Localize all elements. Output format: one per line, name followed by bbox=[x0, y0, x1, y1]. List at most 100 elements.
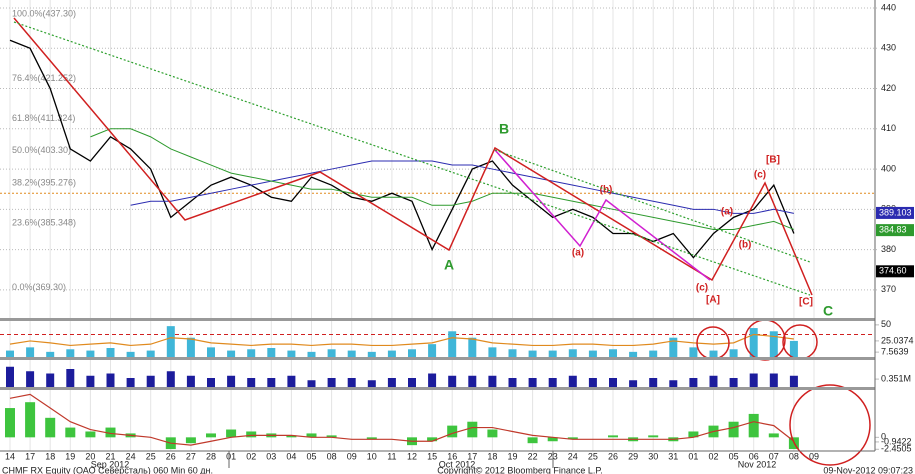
last-value-label: 374.60 bbox=[879, 266, 907, 276]
x-tick-label: 29 bbox=[628, 451, 638, 461]
histogram-bar bbox=[527, 437, 538, 444]
histogram-bar bbox=[367, 351, 376, 357]
x-tick-label: 31 bbox=[668, 451, 678, 461]
indicator-line bbox=[9, 333, 794, 347]
x-tick-label: 05 bbox=[306, 451, 316, 461]
x-tick-label: 02 bbox=[246, 451, 256, 461]
x-tick-label: 19 bbox=[65, 451, 75, 461]
volume-bar bbox=[528, 378, 537, 387]
volume-bar bbox=[468, 375, 477, 387]
histogram-bar bbox=[528, 350, 537, 357]
volume-bar bbox=[669, 380, 678, 387]
footer-left: CHMF RX Equity (ОАО Северсталь) 060 Min … bbox=[2, 465, 213, 474]
x-tick-label: 20 bbox=[85, 451, 95, 461]
x-tick-label: 12 bbox=[407, 451, 417, 461]
histogram-bar bbox=[748, 413, 759, 438]
histogram-bar bbox=[126, 351, 135, 357]
volume-bar bbox=[106, 373, 115, 387]
volume-bar bbox=[387, 378, 396, 387]
wave-label: (c) bbox=[696, 283, 708, 294]
histogram-bar bbox=[227, 350, 236, 357]
last-value-box bbox=[876, 224, 914, 237]
last-value-box bbox=[876, 265, 914, 278]
volume-bar bbox=[46, 373, 55, 387]
x-tick-label: 22 bbox=[528, 451, 538, 461]
panel-divider bbox=[0, 387, 875, 390]
highlight-circle bbox=[782, 324, 818, 360]
histogram-bar bbox=[789, 340, 798, 357]
histogram-bar bbox=[246, 431, 257, 438]
volume-bar bbox=[307, 380, 316, 387]
x-tick-label: 18 bbox=[487, 451, 497, 461]
y-tick-label: 0.351M bbox=[881, 373, 911, 383]
histogram-bar bbox=[488, 347, 497, 357]
histogram-bar bbox=[85, 431, 96, 438]
histogram-bar bbox=[648, 435, 659, 438]
wave-line bbox=[494, 149, 711, 281]
histogram-bar bbox=[387, 350, 396, 357]
volume-bar bbox=[729, 378, 738, 387]
x-tick-label: 15 bbox=[427, 451, 437, 461]
y-tick-label: 7.5639 bbox=[881, 347, 909, 357]
histogram-bar bbox=[307, 351, 316, 357]
histogram-bar bbox=[649, 350, 658, 357]
volume-bar bbox=[207, 378, 215, 387]
fib-level: 61.8%(411.324) bbox=[12, 113, 75, 123]
moving-average bbox=[90, 128, 795, 230]
volume-bar bbox=[126, 378, 135, 387]
histogram-bar bbox=[366, 437, 377, 440]
histogram-bar bbox=[86, 350, 95, 357]
volume-bar bbox=[649, 378, 658, 387]
histogram-bar bbox=[547, 437, 558, 442]
volume-bar bbox=[86, 375, 95, 387]
histogram-bar bbox=[326, 435, 337, 438]
histogram-bar bbox=[508, 349, 517, 357]
x-tick-label: 17 bbox=[25, 451, 35, 461]
wave-label: B bbox=[499, 121, 509, 137]
moving-average bbox=[130, 160, 794, 214]
footer-right: 09-Nov-2012 09:07:23 bbox=[823, 465, 913, 474]
histogram-bar bbox=[468, 337, 477, 357]
wave-label: (a) bbox=[572, 248, 584, 259]
volume-bar bbox=[227, 375, 236, 387]
fib-level: 23.6%(385.348) bbox=[12, 217, 76, 227]
highlight-circle bbox=[789, 384, 871, 466]
histogram-bar bbox=[45, 417, 56, 438]
volume-bar bbox=[508, 378, 517, 387]
histogram-bar bbox=[608, 435, 618, 438]
volume-bar bbox=[247, 378, 256, 387]
x-tick-label: 21 bbox=[105, 451, 115, 461]
volume-bar bbox=[408, 378, 416, 387]
histogram-bar bbox=[46, 351, 55, 357]
histogram-bar bbox=[65, 427, 76, 438]
main-panel bbox=[0, 0, 875, 318]
volume-bar bbox=[66, 369, 75, 387]
footer-center: Copyright© 2012 Bloomberg Finance L.P. bbox=[437, 465, 603, 474]
volume-bar bbox=[769, 373, 778, 387]
volume-bar bbox=[709, 375, 718, 387]
histogram-bar bbox=[688, 431, 699, 438]
histogram-bar bbox=[749, 328, 758, 357]
histogram-bar bbox=[567, 437, 578, 440]
histogram-bar bbox=[448, 331, 457, 357]
histogram-bar bbox=[568, 349, 577, 357]
x-tick-label: 08 bbox=[789, 451, 799, 461]
histogram-bar bbox=[487, 429, 498, 438]
month-label: Nov 2012 bbox=[738, 459, 777, 469]
volume-bar bbox=[488, 375, 497, 387]
volume-bar bbox=[267, 378, 276, 387]
histogram-bar bbox=[408, 349, 416, 357]
volume-bar bbox=[367, 380, 376, 387]
x-tick-label: 27 bbox=[186, 451, 196, 461]
y-tick-label: 370 bbox=[881, 284, 896, 294]
volume-bar bbox=[629, 380, 638, 387]
histogram-bar bbox=[185, 437, 196, 444]
volume-bar bbox=[609, 378, 617, 387]
histogram-bar bbox=[669, 337, 678, 357]
histogram-bar bbox=[447, 425, 458, 438]
histogram-bar bbox=[286, 435, 297, 438]
histogram-bar bbox=[306, 433, 317, 438]
volume-bar bbox=[347, 378, 356, 387]
x-tick-label: 01 bbox=[688, 451, 698, 461]
